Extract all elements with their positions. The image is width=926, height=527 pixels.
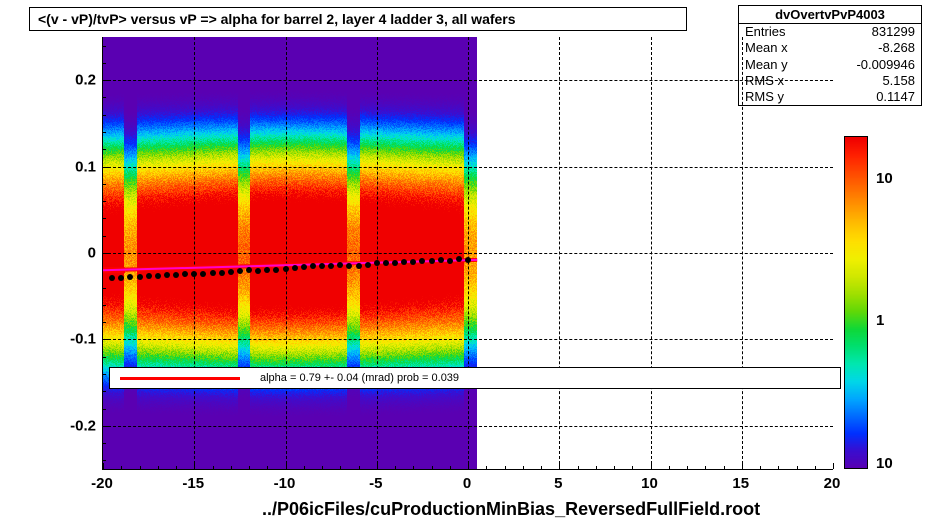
y-tick-label: -0.2 xyxy=(56,417,96,434)
y-tick-label: 0 xyxy=(56,245,96,262)
stats-value: -0.009946 xyxy=(856,57,915,73)
plot-frame: alpha = 0.79 +- 0.04 (mrad) prob = 0.039 xyxy=(102,37,833,470)
stats-value: 831299 xyxy=(872,24,915,40)
x-tick-label: 20 xyxy=(824,475,841,492)
x-tick-label: 5 xyxy=(554,475,562,492)
plot-title: <(v - vP)/tvP> versus vP => alpha for ba… xyxy=(29,7,687,31)
colorbar-tick-label: 10 xyxy=(876,170,893,187)
x-tick-label: -10 xyxy=(274,475,296,492)
fit-legend-box: alpha = 0.79 +- 0.04 (mrad) prob = 0.039 xyxy=(109,367,841,389)
y-tick-label: 0.2 xyxy=(56,72,96,89)
x-tick-label: -15 xyxy=(182,475,204,492)
x-tick-label: -5 xyxy=(369,475,382,492)
stats-value: 5.158 xyxy=(882,73,915,89)
x-axis-label: ../P06icFiles/cuProductionMinBias_Revers… xyxy=(262,499,760,520)
stats-name: dvOvertvPvP4003 xyxy=(739,6,921,24)
colorbar xyxy=(844,136,868,469)
x-axis-label-text: ../P06icFiles/cuProductionMinBias_Revers… xyxy=(262,499,760,519)
x-tick-label: 15 xyxy=(732,475,749,492)
y-tick-label: -0.1 xyxy=(56,331,96,348)
root-container: <(v - vP)/tvP> versus vP => alpha for ba… xyxy=(0,0,926,527)
x-tick-label: 10 xyxy=(641,475,658,492)
colorbar-tick-label: 1 xyxy=(876,312,884,329)
stats-value: -8.268 xyxy=(878,40,915,56)
y-tick-label: 0.1 xyxy=(56,158,96,175)
stats-value: 0.1147 xyxy=(876,89,915,105)
fit-legend-line xyxy=(120,377,240,380)
x-tick-label: 0 xyxy=(463,475,471,492)
fit-legend-text: alpha = 0.79 +- 0.04 (mrad) prob = 0.039 xyxy=(260,372,459,384)
plot-title-text: <(v - vP)/tvP> versus vP => alpha for ba… xyxy=(38,11,516,27)
x-tick-label: -20 xyxy=(91,475,113,492)
colorbar-tick-label: 10 xyxy=(876,455,893,472)
